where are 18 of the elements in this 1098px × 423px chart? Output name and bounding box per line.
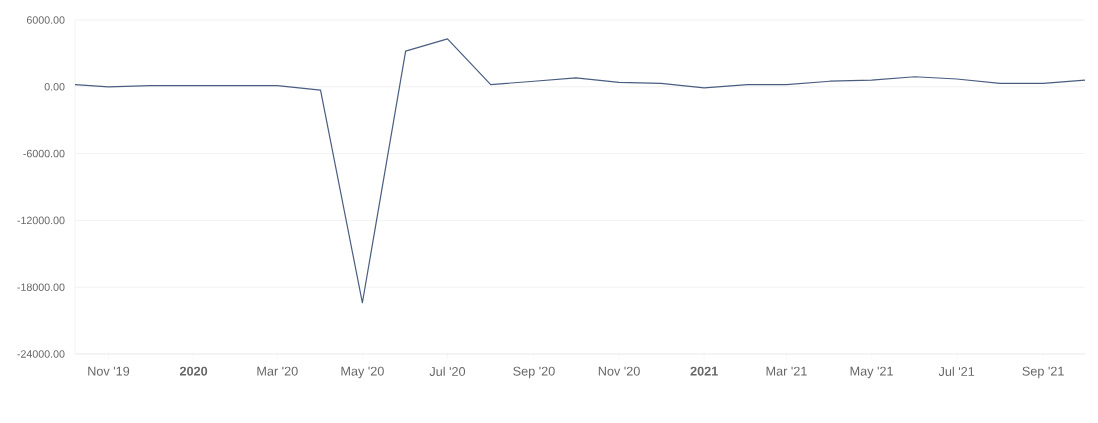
x-tick-label: Mar '21 [766,366,807,376]
x-tick-label: Nov '19 [88,366,130,376]
y-tick-label: 0.00 [44,83,65,91]
x-tick-label: Sep '21 [1022,366,1064,379]
y-tick-label: -6000.00 [23,149,65,158]
y-tick-label: -24000.00 [17,350,65,358]
y-tick-label: 6000.00 [26,16,65,24]
x-tick-label: May '21 [850,366,893,379]
x-tick-label: 2020 [179,366,208,376]
y-tick-label: -18000.00 [17,283,65,291]
x-tick-label: Mar '20 [257,366,298,376]
x-tick-label: 2021 [690,366,718,376]
x-tick-label: Jul '20 [429,366,466,376]
y-tick-label: -12000.00 [17,216,65,225]
x-tick-label: Nov '20 [598,366,640,376]
x-tick-label: Sep '20 [513,366,555,379]
x-tick-label: May '20 [341,366,384,379]
x-tick-label: Jul '21 [938,366,975,376]
